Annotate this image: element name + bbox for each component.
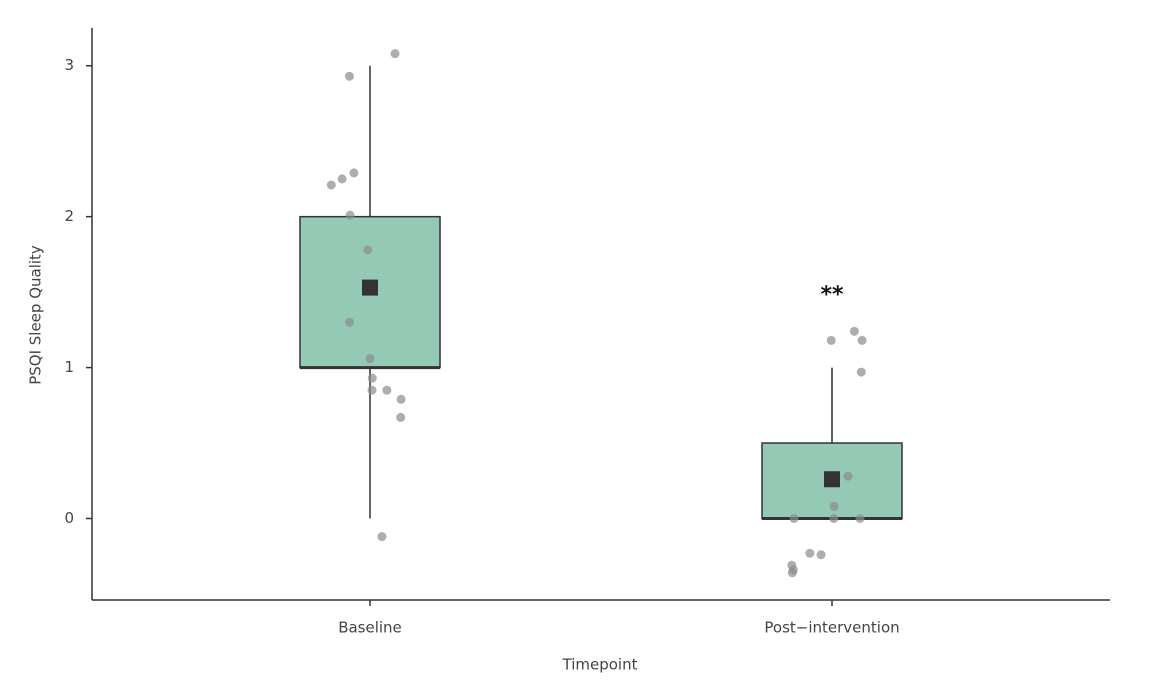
y-tick-label: 0 [64,509,74,527]
data-point [849,326,859,336]
data-point [789,514,799,524]
data-point [856,367,866,377]
data-point [344,71,354,81]
data-point [337,174,347,184]
x-tick-label: Baseline [338,619,402,637]
data-point [382,385,392,395]
data-point [857,335,867,345]
data-point [367,385,377,395]
mean-marker [824,471,840,488]
data-point [843,471,853,481]
significance-annotation: ** [820,282,844,307]
y-axis-label: PSQI Sleep Quality [27,245,45,385]
data-point [829,501,839,511]
data-point [363,245,373,255]
data-point [367,373,377,383]
data-point [345,317,355,327]
data-point [326,180,336,190]
data-point [829,514,839,524]
data-point [396,394,406,404]
data-point [826,335,836,345]
y-tick-label: 2 [64,207,74,225]
x-tick-label: Post−intervention [764,619,899,637]
y-tick-label: 1 [64,358,74,376]
data-point [816,550,826,560]
data-point [855,514,865,524]
y-tick-label: 3 [64,56,74,74]
data-point [396,412,406,422]
data-point [377,532,387,542]
x-axis-label: Timepoint [562,656,638,674]
data-point [365,354,375,364]
data-point [390,49,400,59]
data-point [345,210,355,220]
data-point [787,568,797,578]
data-point [349,168,359,178]
data-point [805,548,815,558]
mean-marker [362,279,378,296]
